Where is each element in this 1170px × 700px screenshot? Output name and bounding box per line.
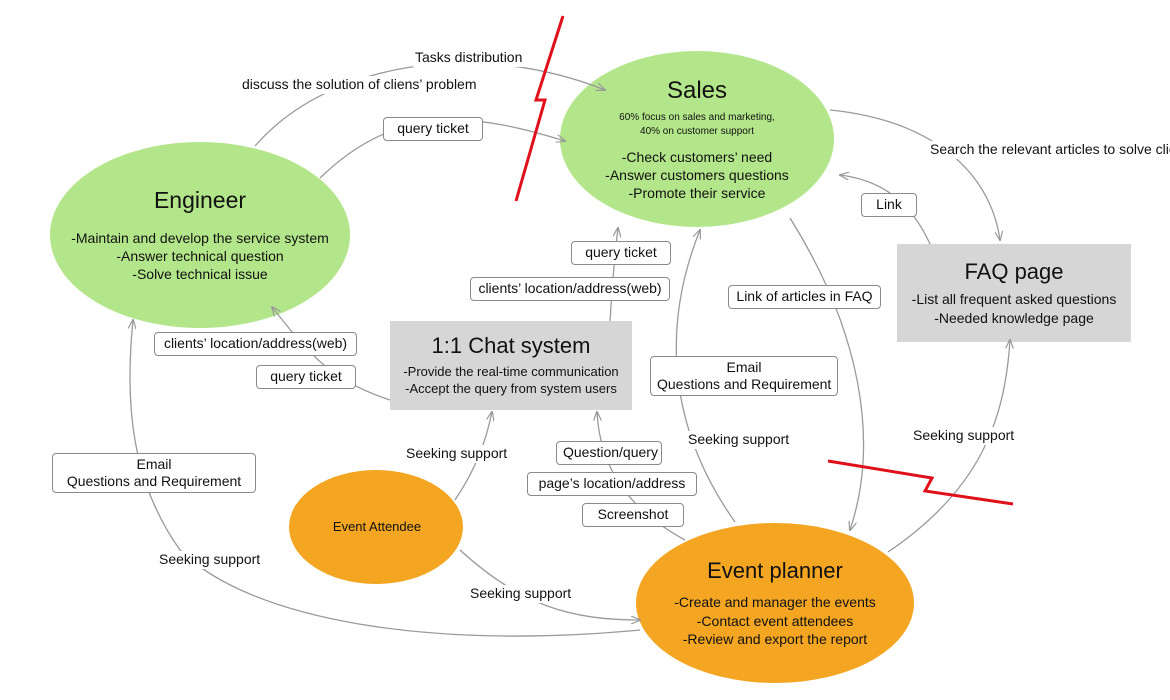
red-bolt-top (514, 15, 565, 202)
box-clients-location-right: clients’ location/address(web) (470, 277, 670, 301)
planner-node: Event planner -Create and manager the ev… (636, 523, 914, 683)
engineer-title: Engineer (153, 186, 247, 213)
label-discuss-solution: discuss the solution of cliens’ problem (240, 76, 479, 94)
box-email-right: Email Questions and Requirement (650, 356, 838, 396)
engineer-item: -Solve technical issue (132, 266, 268, 283)
planner-items: -Create and manager the events -Contact … (674, 593, 876, 648)
box-clients-location-left: clients’ location/address(web) (154, 332, 357, 356)
engineer-item: -Maintain and develop the service system (71, 229, 329, 246)
chat-system-node: 1:1 Chat system -Provide the real-time c… (390, 321, 632, 410)
chat-title: 1:1 Chat system (431, 332, 591, 358)
label-tasks-distribution: Tasks distribution (413, 49, 525, 67)
chat-item: -Accept the query from system users (405, 381, 617, 397)
arrow-planner-to-faq (887, 340, 1010, 553)
sales-ellipse (560, 51, 834, 227)
faq-item: -List all frequent asked questions (911, 291, 1117, 308)
sales-title: Sales (666, 77, 728, 105)
email-left-line: Questions and Requirement (66, 473, 242, 489)
engineer-ellipse (50, 142, 350, 328)
label-seeking-support-mid: Seeking support (686, 431, 792, 449)
arrow-sales-to-planner (789, 217, 865, 530)
chat-items: -Provide the real-time communication -Ac… (403, 364, 618, 398)
label-seeking-support-chat: Seeking support (404, 445, 510, 463)
sales-subtitle-line: 60% focus on sales and marketing, (619, 112, 775, 124)
discuss-solution-line: discuss the solution (242, 76, 365, 92)
box-link: Link (861, 193, 917, 217)
faq-rect (897, 244, 1131, 342)
label-seeking-support-left: Seeking support (157, 551, 263, 569)
faq-title: FAQ page (964, 259, 1064, 285)
box-query-ticket-mid: query ticket (571, 241, 671, 265)
arrow-planner-to-engineer (130, 320, 641, 637)
sales-subtitle-line: 40% on customer support (640, 125, 754, 137)
search-articles-line: to solve clients’ problem (1103, 141, 1170, 157)
planner-ellipse (636, 523, 914, 683)
engineer-items: -Maintain and develop the service system… (71, 229, 329, 284)
planner-item: -Review and export the report (682, 630, 868, 647)
box-question-query: Question/query (556, 441, 662, 465)
sales-item: -Check customers’ need (621, 149, 773, 166)
arrow-tasks-distribution (254, 62, 605, 147)
planner-item: -Contact event attendees (696, 612, 854, 629)
email-right-line: Email (726, 358, 762, 375)
box-link-articles-faq: Link of articles in FAQ (728, 285, 881, 309)
engineer-item: -Answer technical question (116, 248, 284, 265)
arrow-search-articles (829, 109, 1000, 240)
sales-item: -Promote their service (628, 185, 766, 202)
attendee-ellipse (289, 470, 463, 584)
faq-item: -Needed knowledge page (934, 309, 1094, 326)
discuss-solution-line: of cliens’ problem (368, 76, 477, 92)
label-seeking-support-bottom: Seeking support (468, 585, 574, 603)
chat-item: -Provide the real-time communication (403, 364, 619, 380)
sales-subtitle: 60% focus on sales and marketing, 40% on… (619, 111, 775, 138)
chat-rect (390, 321, 632, 410)
box-query-ticket-left: query ticket (256, 365, 356, 389)
email-right-line: Questions and Requirement (657, 376, 832, 392)
planner-item: -Create and manager the events (674, 594, 876, 611)
engineer-node: Engineer -Maintain and develop the servi… (52, 142, 348, 328)
box-screenshot: Screenshot (582, 503, 684, 527)
label-search-articles: Search the relevant articles to solve cl… (928, 141, 1170, 159)
faq-node: FAQ page -List all frequent asked questi… (897, 244, 1131, 342)
search-articles-line: Search the relevant articles (930, 141, 1100, 157)
box-query-ticket-top: query ticket (383, 117, 483, 141)
email-left-line: Email (136, 455, 172, 472)
arrow-attendee-to-planner (459, 549, 640, 620)
attendee-node: Event Attendee (290, 470, 464, 584)
faq-items: -List all frequent asked questions -Need… (912, 290, 1117, 326)
sales-items: -Check customers’ need -Answer customers… (605, 148, 789, 203)
attendee-title: Event Attendee (332, 518, 422, 534)
sales-node: Sales 60% focus on sales and marketing, … (560, 52, 834, 228)
arrow-chat-to-sales (609, 228, 618, 322)
label-seeking-support-faq: Seeking support (911, 427, 1017, 445)
arrow-chat-to-engineer (272, 307, 391, 401)
box-page-location: page’s location/address (527, 472, 697, 496)
planner-title: Event planner (707, 558, 843, 584)
box-email-left: Email Questions and Requirement (52, 453, 256, 493)
sales-item: -Answer customers questions (605, 167, 789, 184)
red-bolt-right (827, 459, 1014, 506)
